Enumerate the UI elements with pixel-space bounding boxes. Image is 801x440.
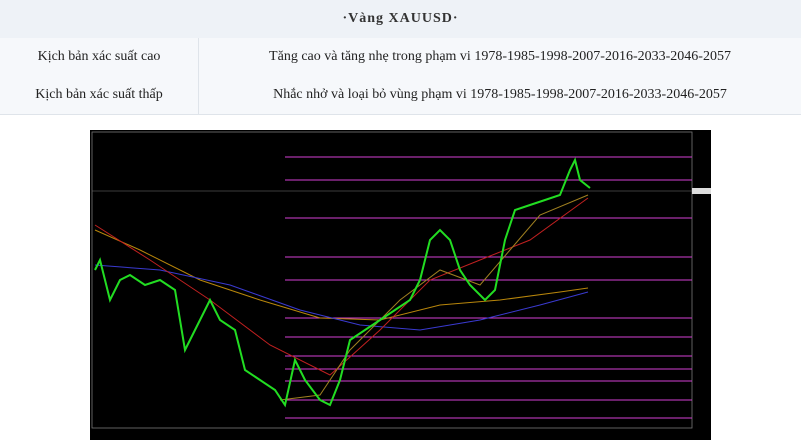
moving-average <box>94 264 589 331</box>
table-row: Kịch bản xác suất thấp Nhắc nhở và loại … <box>0 76 801 115</box>
cell: Tăng cao và tăng nhẹ trong phạm vi 1978-… <box>269 49 731 64</box>
price-marker <box>692 188 711 194</box>
level-lines <box>285 156 692 419</box>
cell: Kịch bản xác suất cao <box>0 38 199 76</box>
moving-average <box>94 229 589 321</box>
price-series <box>94 157 591 408</box>
chart-background <box>90 130 711 440</box>
table-row: Kịch bản xác suất cao Tăng cao và tăng n… <box>0 38 801 77</box>
chart-image <box>90 130 711 440</box>
moving-average <box>94 197 589 376</box>
title: ·Vàng XAUUSD· <box>0 0 801 39</box>
cell: Kịch bản xác suất thấp <box>0 76 199 114</box>
moving-average <box>279 194 589 401</box>
cell: Nhắc nhở và loại bỏ vùng phạm vi 1978-19… <box>273 87 727 102</box>
